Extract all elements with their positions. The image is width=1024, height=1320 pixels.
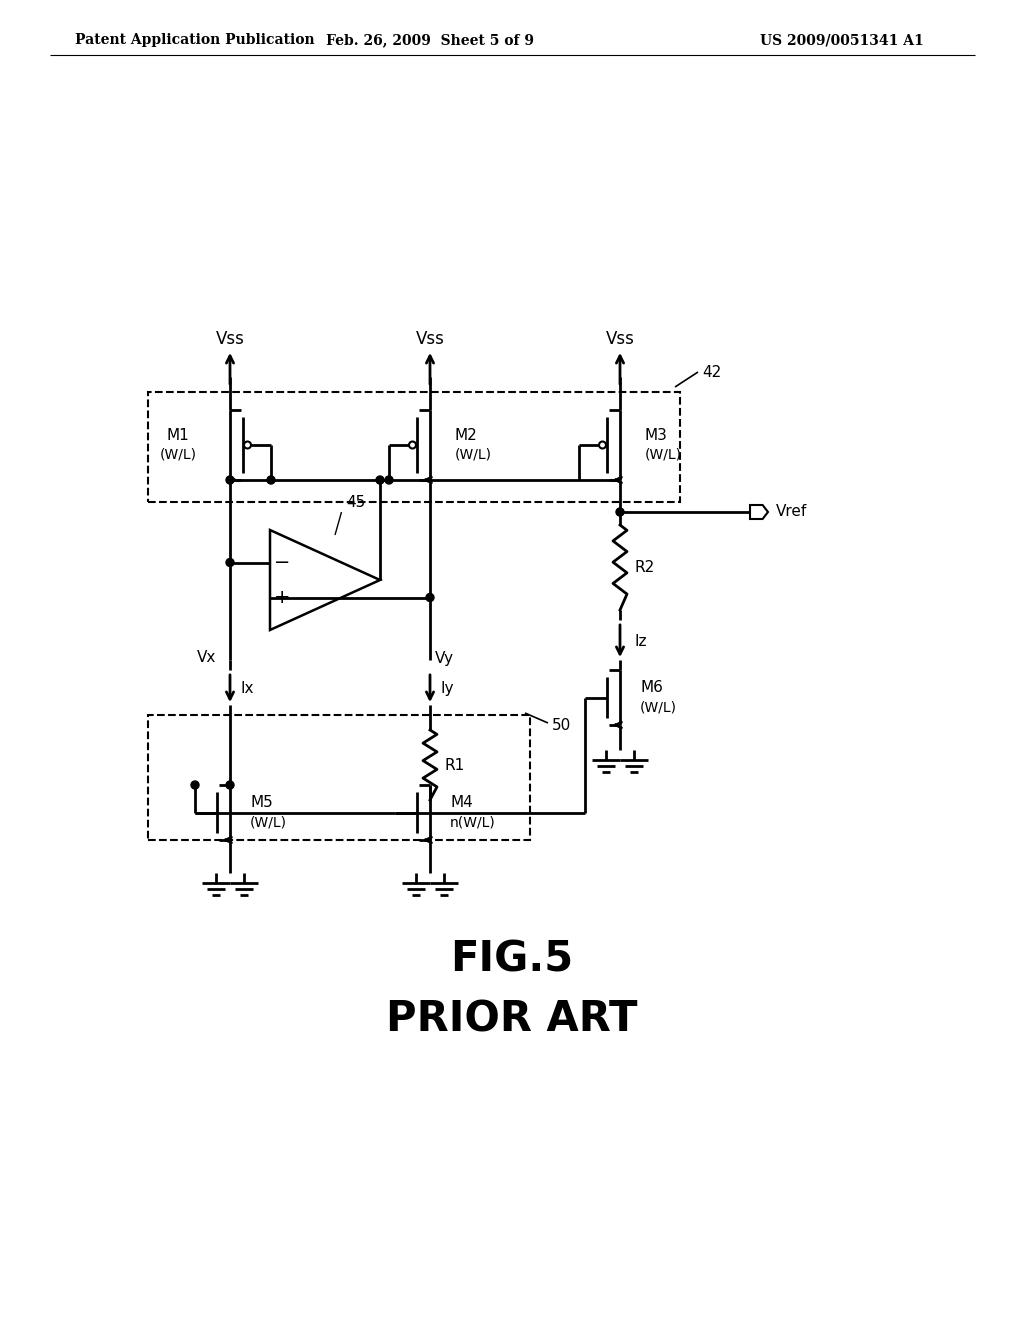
Text: (W/L): (W/L): [455, 447, 492, 462]
Text: M6: M6: [640, 680, 663, 696]
Text: (W/L): (W/L): [645, 447, 682, 462]
Text: (W/L): (W/L): [250, 816, 287, 829]
Circle shape: [191, 781, 199, 789]
Text: (W/L): (W/L): [640, 701, 677, 714]
Circle shape: [267, 477, 275, 484]
Text: Vy: Vy: [435, 651, 454, 665]
Text: 42: 42: [702, 366, 721, 380]
Circle shape: [616, 508, 624, 516]
Text: Ix: Ix: [240, 681, 254, 696]
Text: M1: M1: [167, 428, 189, 442]
Circle shape: [226, 781, 234, 789]
Text: Iy: Iy: [440, 681, 454, 696]
Text: R1: R1: [445, 758, 465, 772]
Circle shape: [376, 477, 384, 484]
Circle shape: [226, 558, 234, 566]
Circle shape: [226, 477, 234, 484]
Text: 45: 45: [346, 495, 366, 510]
Text: FIG.5: FIG.5: [451, 939, 573, 981]
Text: M5: M5: [250, 795, 272, 810]
Text: R2: R2: [635, 560, 655, 576]
Text: M2: M2: [455, 428, 478, 442]
Text: +: +: [273, 587, 290, 607]
Text: PRIOR ART: PRIOR ART: [386, 999, 638, 1041]
Text: n(W/L): n(W/L): [450, 816, 496, 829]
Text: Vref: Vref: [776, 504, 807, 520]
Text: Vx: Vx: [197, 651, 216, 665]
Text: Vss: Vss: [605, 330, 635, 348]
Text: Patent Application Publication: Patent Application Publication: [75, 33, 314, 48]
Text: (W/L): (W/L): [160, 447, 197, 462]
Circle shape: [385, 477, 393, 484]
Text: Vss: Vss: [216, 330, 245, 348]
Text: −: −: [273, 553, 290, 572]
Circle shape: [426, 594, 434, 602]
Text: Vss: Vss: [416, 330, 444, 348]
Text: M4: M4: [450, 795, 473, 810]
Text: US 2009/0051341 A1: US 2009/0051341 A1: [760, 33, 924, 48]
Text: Feb. 26, 2009  Sheet 5 of 9: Feb. 26, 2009 Sheet 5 of 9: [326, 33, 534, 48]
Text: Iz: Iz: [634, 634, 646, 648]
Text: M3: M3: [645, 428, 668, 442]
Text: 50: 50: [552, 718, 571, 733]
